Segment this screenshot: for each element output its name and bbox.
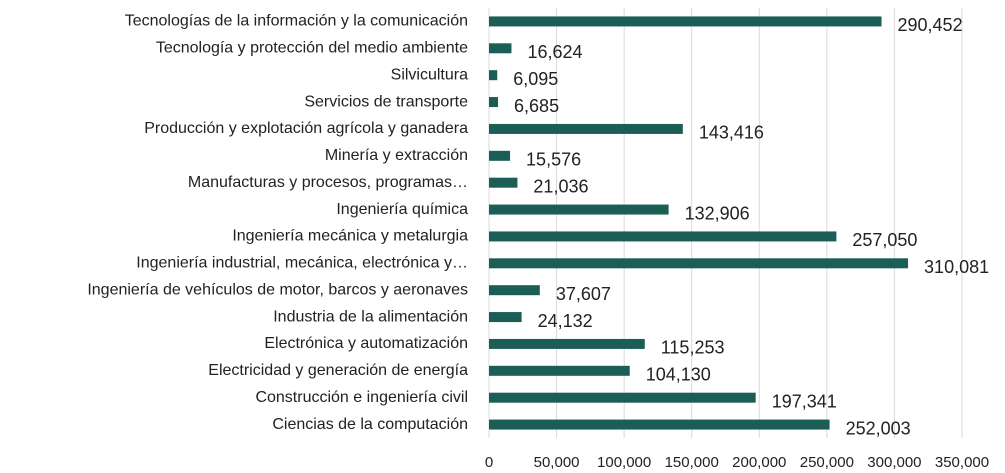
x-tick-label: 350,000 <box>935 454 989 471</box>
data-label: 143,416 <box>699 123 764 143</box>
bar <box>489 177 518 188</box>
bar <box>489 419 830 430</box>
data-label: 252,003 <box>846 418 911 438</box>
y-tick-label: Ingeniería mecánica y metalurgia <box>232 228 468 245</box>
y-tick-label: Electricidad y generación de energía <box>208 362 468 379</box>
data-label: 21,036 <box>533 176 588 196</box>
x-tick-label: 150,000 <box>665 454 719 471</box>
data-label: 197,341 <box>772 391 837 411</box>
bar <box>489 43 512 54</box>
x-tick-label: 250,000 <box>800 454 854 471</box>
data-label: 37,607 <box>556 284 611 304</box>
y-tick-label: Minería y extracción <box>325 147 468 164</box>
y-tick-label: Industria de la alimentación <box>273 308 468 325</box>
y-tick-label: Servicios de transporte <box>304 93 468 110</box>
data-label: 104,130 <box>646 365 711 385</box>
y-tick-label: Manufacturas y procesos, programas… <box>188 174 468 191</box>
x-tick-label: 0 <box>485 454 493 471</box>
y-tick-label: Tecnología y protección del medio ambien… <box>156 40 468 57</box>
bar <box>489 231 837 242</box>
y-tick-label: Ciencias de la computación <box>272 416 468 433</box>
bar <box>489 150 511 161</box>
data-label: 132,906 <box>685 203 750 223</box>
data-label: 24,132 <box>538 311 593 331</box>
x-tick-label: 200,000 <box>732 454 786 471</box>
y-tick-label: Silvicultura <box>391 66 468 83</box>
data-label: 15,576 <box>526 150 581 170</box>
data-label: 115,253 <box>661 338 725 358</box>
bar <box>489 258 909 269</box>
bar <box>489 285 540 296</box>
bar <box>489 338 645 349</box>
bar <box>489 16 882 27</box>
bar <box>489 312 522 323</box>
bar <box>489 365 630 376</box>
y-tick-label: Ingeniería de vehículos de motor, barcos… <box>87 281 468 298</box>
y-tick-label: Ingeniería química <box>336 201 468 218</box>
bar <box>489 97 499 108</box>
bar <box>489 70 498 81</box>
y-tick-label: Ingeniería industrial, mecánica, electró… <box>136 255 468 272</box>
x-tick-label: 50,000 <box>534 454 580 471</box>
x-tick-label: 100,000 <box>597 454 651 471</box>
y-tick-label: Producción y explotación agrícola y gana… <box>144 120 468 137</box>
y-tick-label: Electrónica y automatización <box>264 335 468 352</box>
bar <box>489 392 756 403</box>
y-tick-label: Tecnologías de la información y la comun… <box>125 13 468 30</box>
data-label: 6,685 <box>514 96 559 116</box>
data-label: 6,095 <box>513 69 558 89</box>
y-tick-label: Construcción e ingeniería civil <box>255 389 468 406</box>
data-label: 257,050 <box>852 230 917 250</box>
bar <box>489 204 669 215</box>
data-label: 310,081 <box>924 257 989 277</box>
x-tick-label: 300,000 <box>867 454 921 471</box>
data-label: 290,452 <box>898 15 963 35</box>
data-label: 16,624 <box>527 42 582 62</box>
bar <box>489 123 683 134</box>
